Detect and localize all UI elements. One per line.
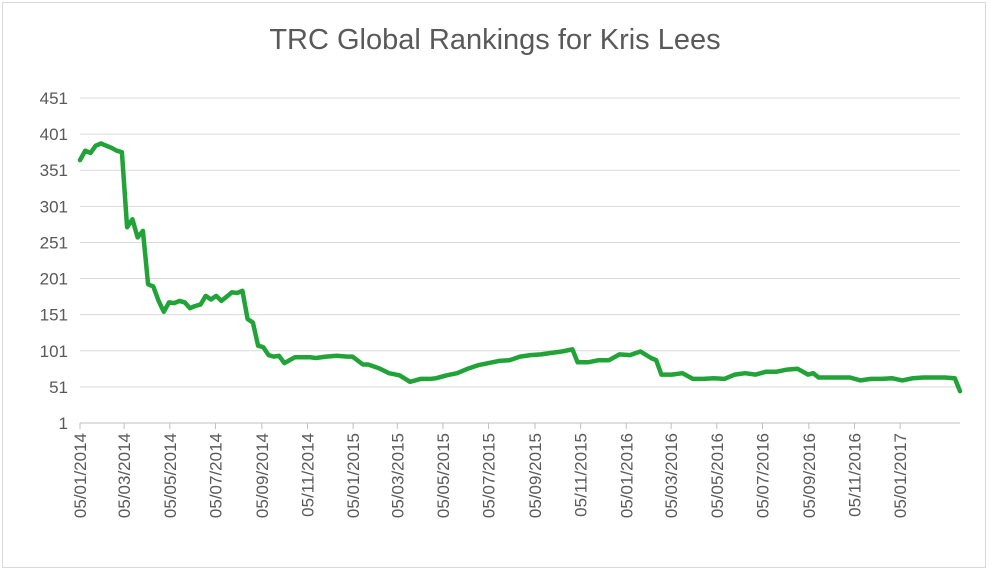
x-tick-label: 05/11/2014 bbox=[298, 433, 317, 517]
y-tick-label: 351 bbox=[40, 161, 68, 180]
x-tick-label: 05/05/2015 bbox=[434, 433, 453, 518]
x-axis-ticks: 05/01/2014 05/03/2014 05/05/2014 05/07/2014… bbox=[71, 423, 910, 518]
x-tick-label: 05/05/2016 bbox=[708, 433, 727, 518]
chart-title: TRC Global Rankings for Kris Lees bbox=[269, 24, 721, 56]
x-tick-label: 05/03/2016 bbox=[662, 433, 681, 518]
x-tick-label: 05/07/2015 bbox=[480, 433, 499, 518]
x-tick-label: 05/01/2014 bbox=[71, 433, 90, 518]
y-tick-label: 401 bbox=[40, 125, 68, 144]
series-line bbox=[77, 141, 963, 394]
y-tick-label: 301 bbox=[40, 197, 68, 216]
y-tick-label: 1 bbox=[59, 414, 68, 433]
gridlines bbox=[80, 97, 960, 424]
x-tick-label: 05/05/2014 bbox=[161, 433, 180, 518]
x-tick-label: 05/03/2014 bbox=[115, 433, 134, 518]
y-tick-label: 51 bbox=[49, 378, 68, 397]
y-tick-label: 101 bbox=[40, 342, 68, 361]
x-tick-label: 05/01/2016 bbox=[617, 433, 636, 518]
x-tick-label: 05/09/2016 bbox=[800, 433, 819, 518]
x-tick-label: 05/09/2014 bbox=[253, 433, 272, 518]
series-group bbox=[77, 141, 963, 394]
x-tick-label: 05/03/2015 bbox=[388, 433, 407, 518]
y-tick-label: 201 bbox=[40, 270, 68, 289]
y-tick-label: 151 bbox=[40, 306, 68, 325]
x-tick-label: 05/01/2017 bbox=[891, 433, 910, 518]
y-tick-label: 251 bbox=[40, 233, 68, 252]
x-tick-label: 05/07/2014 bbox=[206, 433, 225, 518]
y-tick-label: 451 bbox=[40, 89, 68, 108]
x-tick-label: 05/09/2015 bbox=[526, 433, 545, 518]
x-tick-label: 05/01/2015 bbox=[344, 433, 363, 518]
x-tick-label: 05/07/2016 bbox=[753, 433, 772, 518]
x-tick-label: 05/11/2016 bbox=[845, 433, 864, 517]
x-tick-label: 05/11/2015 bbox=[572, 433, 591, 517]
